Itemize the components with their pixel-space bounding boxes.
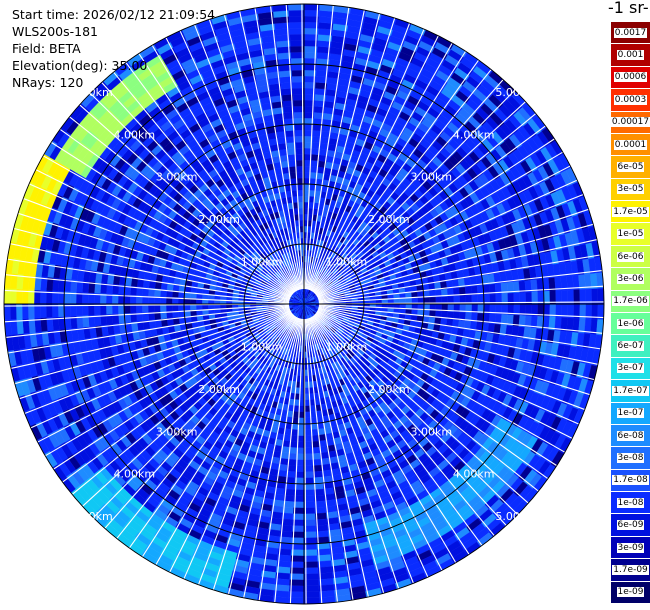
ppi-scan-plot: 1.00km 1.00km1.00km 1.00km2.00km 2.00km2.00… (3, 3, 605, 605)
